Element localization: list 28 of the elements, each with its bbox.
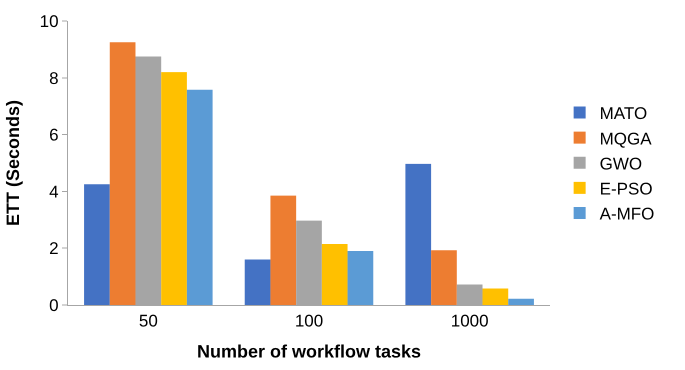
legend-label: MQGA <box>600 129 652 148</box>
legend-label: GWO <box>600 154 642 174</box>
bar <box>348 251 374 305</box>
bar <box>244 260 270 305</box>
bar <box>270 196 296 305</box>
bar <box>186 90 213 305</box>
bar <box>431 250 457 305</box>
bar <box>161 72 187 305</box>
y-tick-label: 6 <box>49 126 59 145</box>
bar <box>508 298 534 305</box>
y-tick-label: 0 <box>49 296 59 315</box>
bar <box>405 164 432 305</box>
legend-label: MATO <box>600 104 648 124</box>
legend-label: E-PSO <box>600 179 653 198</box>
bar <box>110 42 136 305</box>
y-axis-title: ETT (Seconds) <box>2 100 23 226</box>
y-tick-label: 4 <box>49 182 59 202</box>
x-tick-label: 100 <box>294 311 324 330</box>
y-tick-label: 2 <box>49 239 59 258</box>
y-tick-label: 8 <box>49 68 59 88</box>
bar <box>482 288 508 305</box>
bar <box>84 184 110 305</box>
y-tick-label: 10 <box>40 12 59 31</box>
x-tick-label: 50 <box>138 311 158 330</box>
x-tick-label: 1000 <box>450 311 489 330</box>
legend-label: A-MFO <box>600 204 654 224</box>
x-axis-title: Number of workflow tasks <box>196 342 422 362</box>
bar <box>322 244 348 305</box>
